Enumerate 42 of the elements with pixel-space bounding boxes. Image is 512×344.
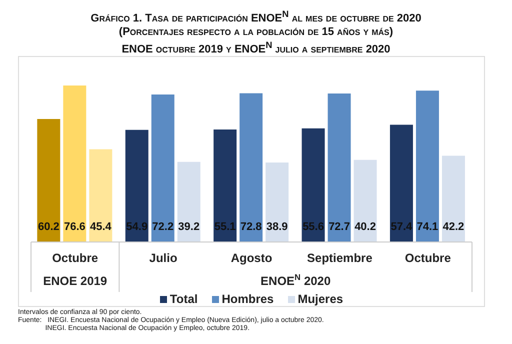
bar <box>328 94 351 242</box>
legend-label: Mujeres <box>296 292 344 306</box>
bar <box>354 160 377 242</box>
data-label: 76.6 <box>64 221 86 234</box>
bar <box>240 94 263 242</box>
x-tick-label: Octubre <box>52 251 98 266</box>
x-tick-label: Septiembre <box>307 251 373 266</box>
legend-label: Hombres <box>220 292 274 306</box>
data-label: 39.2 <box>178 221 200 234</box>
bar <box>302 128 325 242</box>
chart-title: Gráfico 1. Tasa de participación ENOE$^{N}$ al mes de octubre de 2020 <box>90 8 422 26</box>
chart-subtitle: (Porcentajes respecto a la población de 15 años y más) ENOE octubre 2019 y ENOE$^{N}$ julio a septiembre 2020 <box>118 26 394 56</box>
legend-label: Total <box>168 292 198 306</box>
bar <box>177 162 200 242</box>
text: ENOE$^{N}$ 2020 <box>260 272 331 288</box>
data-label: 57.4 <box>390 221 414 234</box>
bar <box>390 125 413 242</box>
data-label: 42.2 <box>442 221 464 234</box>
bar <box>89 150 112 242</box>
data-label: 72.2 <box>152 221 174 234</box>
data-label: 45.4 <box>90 221 112 234</box>
bar <box>37 119 60 242</box>
data-label: 55.6 <box>302 221 324 234</box>
data-label: 40.2 <box>354 221 376 234</box>
data-label: 55.1 <box>214 221 236 234</box>
x-tick-label: Agosto <box>230 251 272 266</box>
data-label: 72.7 <box>328 221 350 234</box>
bar <box>266 162 289 242</box>
bar <box>63 86 86 242</box>
bar <box>125 130 148 242</box>
text: ENOE 2019 <box>43 274 108 288</box>
data-label: 72.8 <box>240 221 262 234</box>
data-label: 74.1 <box>416 221 438 234</box>
data-label: 54.9 <box>126 221 148 234</box>
data-label: 60.2 <box>38 221 60 234</box>
bar <box>416 90 439 242</box>
bar <box>442 156 465 242</box>
data-label: 38.9 <box>266 221 288 234</box>
bar <box>151 94 174 242</box>
bar <box>214 130 237 242</box>
x-tick-label: Julio <box>149 251 178 266</box>
x-tick-label: Octubre <box>404 251 452 266</box>
